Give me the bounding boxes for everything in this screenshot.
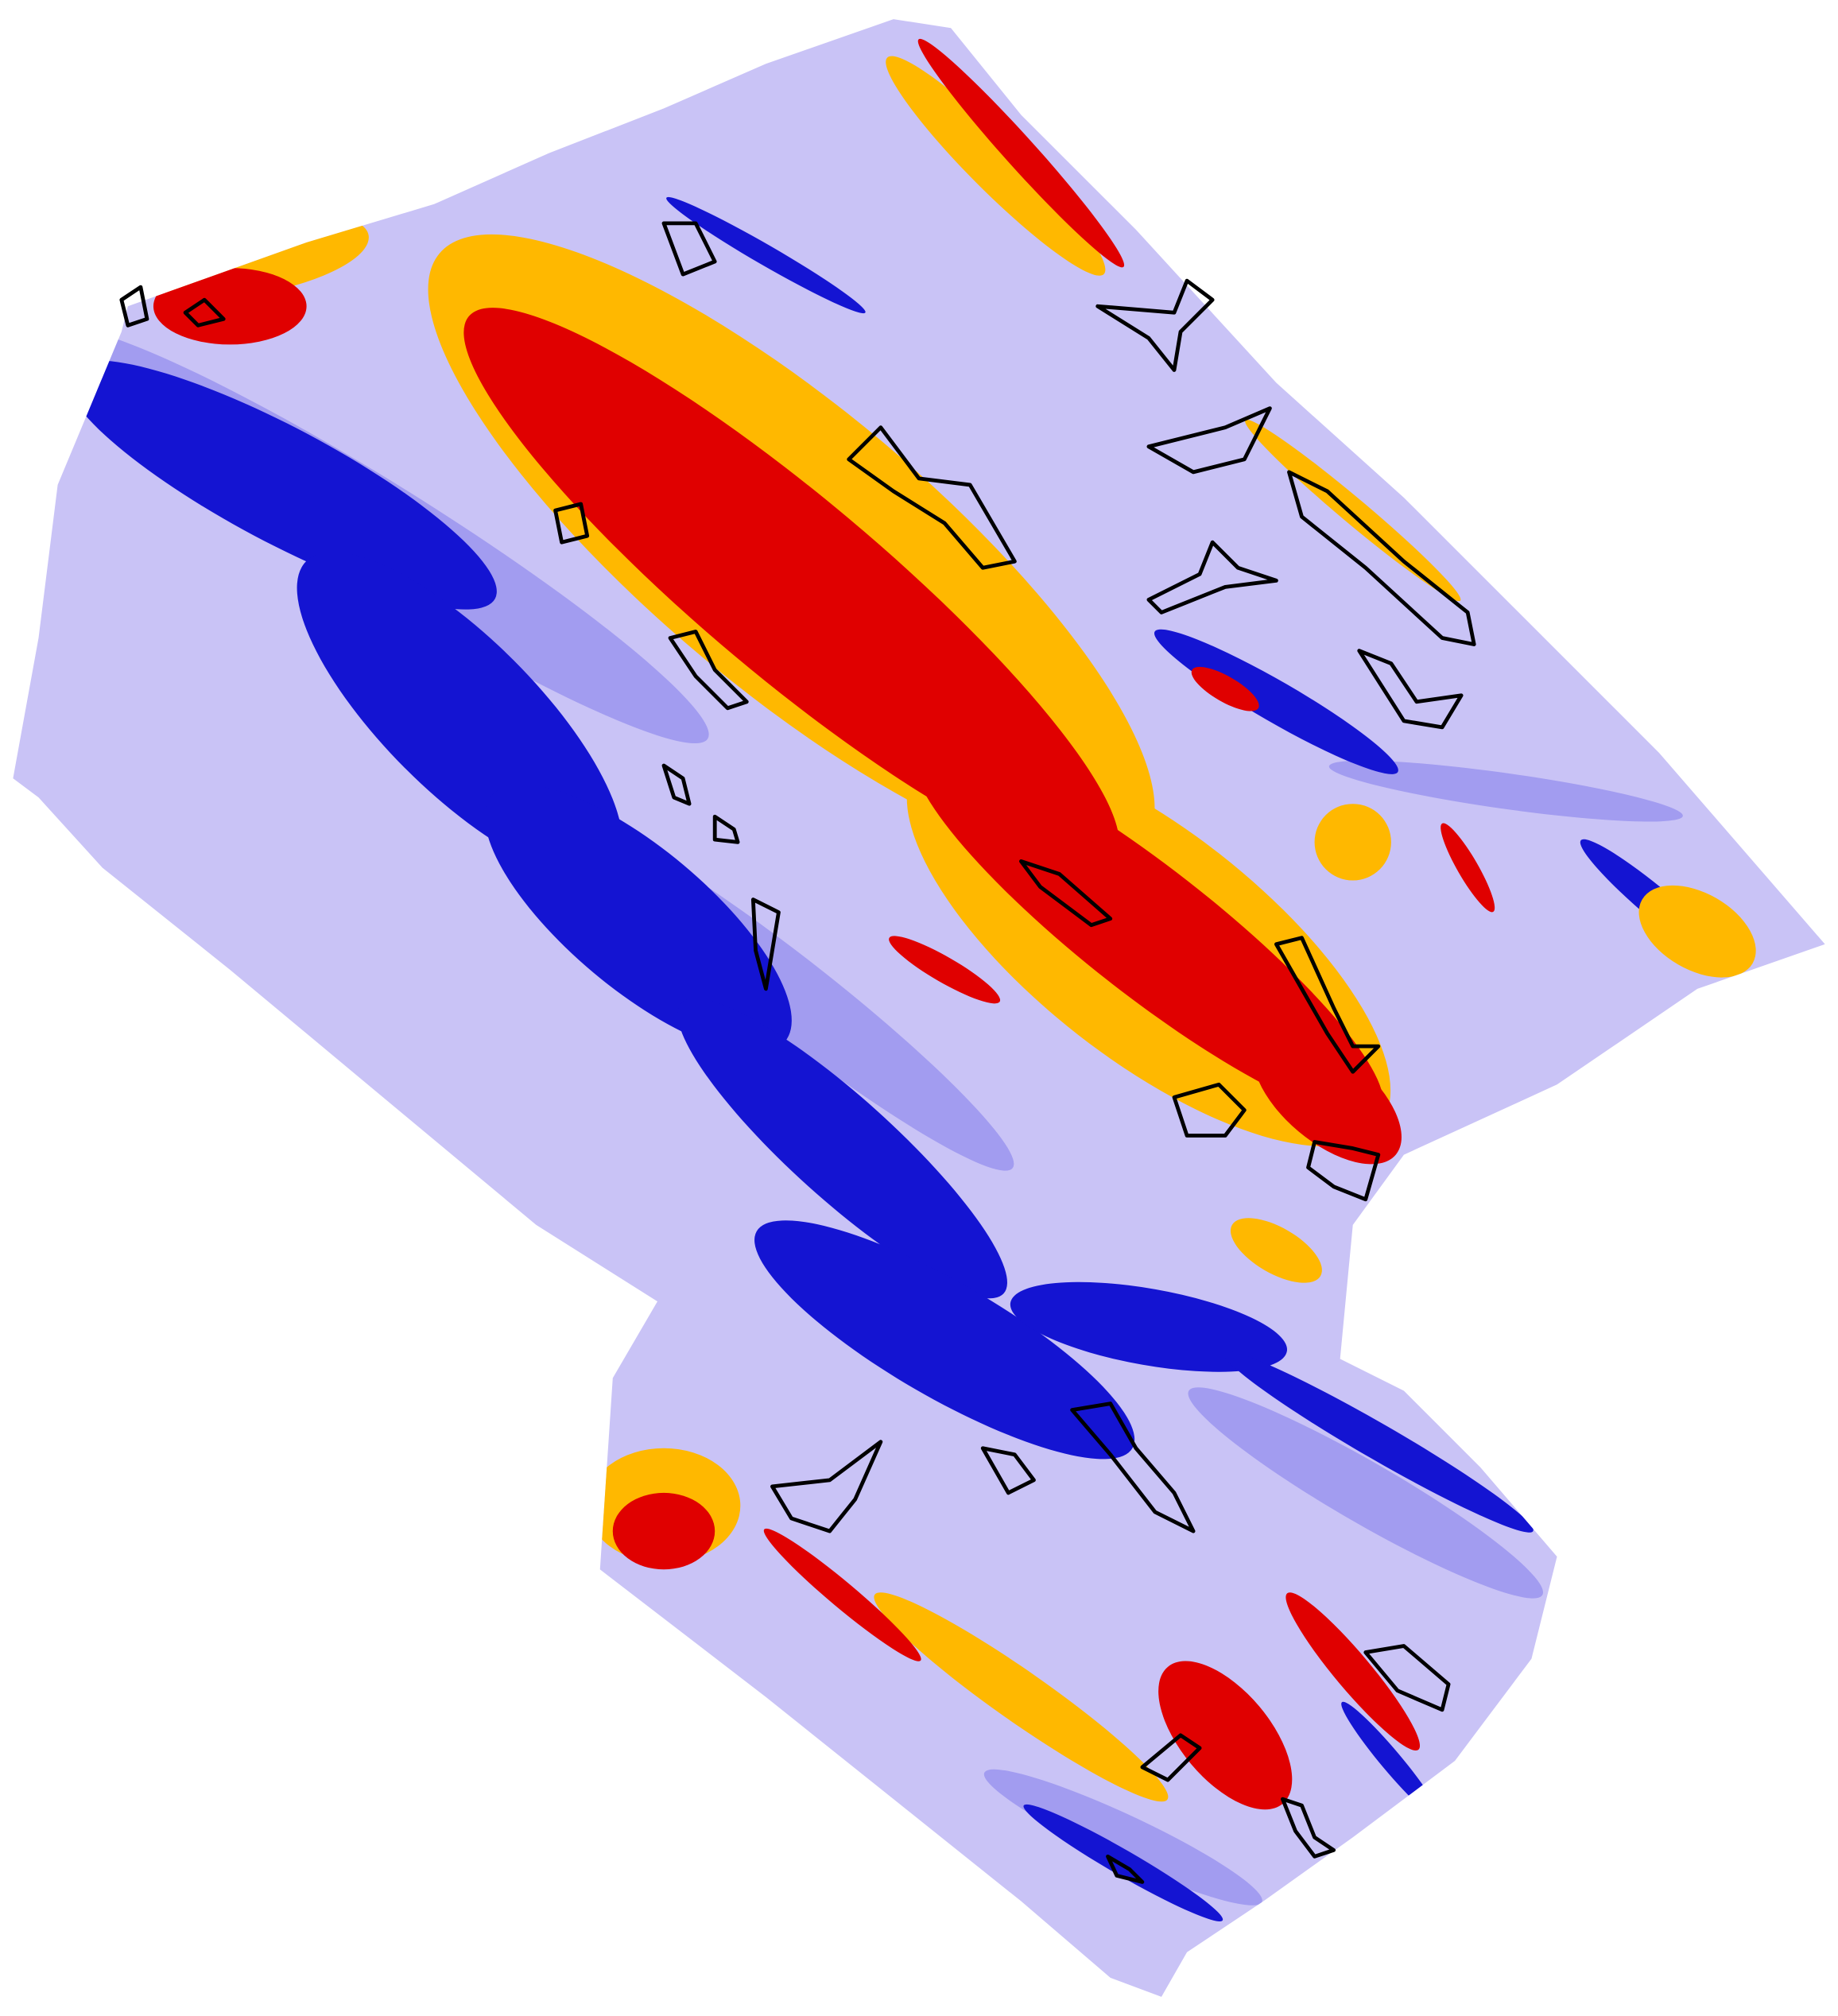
feature-outline bbox=[1106, 1854, 1145, 1884]
feature-outline bbox=[1274, 936, 1381, 1074]
feature-outline bbox=[1363, 1644, 1451, 1712]
feature-outline bbox=[1287, 470, 1476, 646]
class-zone bbox=[889, 936, 1001, 1004]
outlined-features bbox=[119, 221, 1476, 1884]
class-zone bbox=[1638, 885, 1756, 978]
class-zone bbox=[917, 38, 1125, 268]
feature-outline bbox=[661, 763, 692, 806]
class-zone bbox=[913, 743, 1383, 1119]
class-zone bbox=[1314, 804, 1391, 881]
classified-raster bbox=[57, 38, 1756, 1921]
class-zone bbox=[484, 784, 792, 1053]
class-zone bbox=[1188, 1387, 1544, 1599]
class-zone bbox=[874, 1592, 1169, 1802]
class-zone bbox=[65, 360, 497, 610]
feature-outline bbox=[1095, 278, 1215, 372]
class-zone bbox=[612, 1492, 715, 1570]
class-zone bbox=[1191, 666, 1259, 711]
class-zone bbox=[1285, 1592, 1421, 1751]
class-zone bbox=[666, 196, 866, 314]
feature-outline bbox=[1146, 540, 1278, 614]
class-zone bbox=[1154, 629, 1398, 774]
class-zone bbox=[153, 268, 307, 345]
class-zone bbox=[1010, 1281, 1287, 1372]
feature-outline bbox=[770, 1440, 883, 1533]
feature-outline bbox=[668, 630, 749, 711]
feature-outline bbox=[1070, 1402, 1196, 1533]
class-zone bbox=[1230, 1218, 1322, 1283]
class-zone bbox=[1253, 1030, 1402, 1165]
feature-outline bbox=[1146, 406, 1272, 475]
feature-outline bbox=[750, 898, 781, 991]
feature-outline bbox=[661, 221, 717, 277]
feature-outline bbox=[553, 502, 590, 545]
feature-outline bbox=[980, 1446, 1036, 1495]
class-zone bbox=[1328, 760, 1683, 822]
feature-outline bbox=[847, 425, 1017, 570]
feature-outline bbox=[1306, 1140, 1381, 1202]
class-zone bbox=[1441, 823, 1495, 913]
feature-outline bbox=[183, 297, 226, 328]
feature-outline bbox=[1140, 1733, 1202, 1782]
class-zone bbox=[763, 1528, 921, 1661]
feature-outline bbox=[1357, 649, 1464, 730]
class-zone bbox=[1158, 1661, 1293, 1810]
feature-outline bbox=[712, 814, 740, 844]
feature-outline bbox=[1172, 1082, 1247, 1138]
class-zone bbox=[886, 56, 1106, 276]
class-zone bbox=[754, 1220, 1135, 1460]
feature-outline bbox=[1281, 1797, 1336, 1859]
class-zone bbox=[983, 1769, 1262, 1906]
feature-outline bbox=[119, 285, 149, 328]
class-zone bbox=[677, 998, 1007, 1299]
class-zone bbox=[1023, 1804, 1223, 1921]
class-zone bbox=[1245, 419, 1461, 602]
class-zone bbox=[1223, 1351, 1534, 1533]
class-zone bbox=[463, 308, 1119, 866]
feature-outline bbox=[1018, 859, 1113, 928]
